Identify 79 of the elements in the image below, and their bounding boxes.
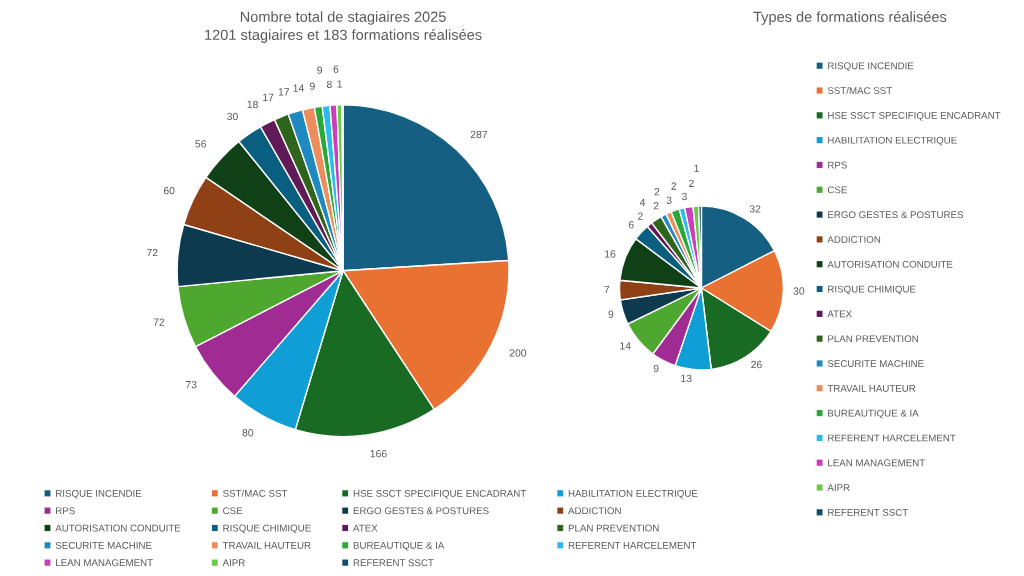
data-label: 3	[681, 192, 687, 201]
data-label: 9	[310, 82, 315, 90]
legend-label: SST/MAC SST	[827, 86, 892, 95]
legend-label: RISQUE INCENDIE	[828, 62, 914, 71]
data-label: 60	[163, 186, 175, 195]
data-label: 2	[654, 188, 660, 196]
data-label: 18	[247, 100, 258, 109]
data-label: 3	[666, 196, 672, 204]
legend-label: AUTORISATION CONDUITE	[55, 524, 181, 532]
chart-title: Types de formations réalisées	[753, 11, 947, 25]
data-label: 200	[509, 349, 527, 357]
data-label: 2	[671, 182, 677, 190]
data-label: 80	[242, 429, 254, 437]
data-label: 72	[147, 248, 158, 257]
legend-label: AUTORISATION CONDUITE	[827, 260, 953, 268]
data-label: 6	[333, 65, 339, 73]
data-label: 30	[227, 112, 238, 121]
legend-label: REFERENT SSCT	[828, 508, 909, 516]
data-label: 9	[317, 66, 322, 74]
data-label: 7	[604, 285, 610, 294]
legend-label: SECURITE MACHINE	[55, 541, 152, 549]
data-label: 9	[653, 364, 659, 373]
data-label: 17	[278, 88, 290, 96]
data-label: 72	[153, 318, 165, 326]
data-label: 73	[185, 381, 197, 389]
data-label: 17	[263, 93, 274, 101]
legend-label: HSE SSCT SPECIFIQUE ENCADRANT	[353, 489, 526, 499]
data-label: 2	[653, 202, 659, 210]
legend-label: BUREAUTIQUE & IA	[353, 541, 445, 551]
legend-label: ADDICTION	[827, 236, 881, 243]
legend-label: SST/MAC SST	[223, 489, 288, 497]
legend-label: CSE	[223, 507, 243, 515]
data-label: 6	[628, 221, 634, 229]
legend-label: RISQUE CHIMIQUE	[223, 524, 311, 534]
data-label: 4	[639, 198, 646, 206]
legend-label: AIPR	[827, 484, 850, 491]
data-label: 13	[681, 374, 692, 383]
legend-label: ATEX	[827, 310, 852, 318]
data-label: 8	[326, 80, 332, 89]
legend-label: ADDICTION	[568, 507, 621, 515]
data-label: 2	[638, 212, 643, 220]
chart-title: Nombre total de stagiaires 2025	[240, 11, 446, 25]
legend-label: REFERENT HARCELEMENT	[568, 541, 697, 549]
legend-label: CSE	[827, 186, 847, 194]
data-label: 14	[620, 342, 631, 350]
legend-label: REFERENT SSCT	[353, 559, 434, 567]
legend-label: HABILITATION ELECTRIQUE	[568, 489, 698, 499]
legend-label: RPS	[56, 507, 75, 515]
legend-label: RISQUE INCENDIE	[56, 489, 142, 499]
legend-label: TRAVAIL HAUTEUR	[222, 542, 311, 549]
legend-label: HABILITATION ELECTRIQUE	[828, 136, 957, 146]
legend-label: BUREAUTIQUE & IA	[828, 409, 919, 419]
data-label: 166	[370, 450, 387, 458]
legend-label: TRAVAIL HAUTEUR	[827, 385, 916, 392]
legend-label: ERGO GESTES & POSTURES	[353, 507, 489, 515]
legend-label: RISQUE CHIMIQUE	[828, 285, 916, 295]
legend-label: ERGO GESTES & POSTURES	[828, 211, 964, 219]
data-label: 30	[793, 287, 805, 295]
legend-label: SECURITE MACHINE	[827, 360, 924, 367]
data-label: 32	[749, 205, 761, 213]
data-label: 287	[470, 130, 488, 139]
chart-subtitle: 1201 stagiaires et 183 formations réalisées	[205, 29, 482, 43]
legend-label: AIPR	[222, 559, 245, 567]
legend-label: HSE SSCT SPECIFIQUE ENCADRANT	[828, 111, 1001, 121]
legend-label: PLAN PREVENTION	[828, 335, 918, 343]
data-label: 16	[605, 250, 616, 258]
data-label: 1	[337, 80, 343, 88]
data-label: 26	[751, 360, 762, 369]
data-label: 56	[195, 140, 207, 148]
legend-label: LEAN MANAGEMENT	[56, 559, 153, 567]
data-label: 2	[689, 179, 694, 187]
data-label: 9	[608, 310, 614, 318]
legend-label: ATEX	[353, 524, 378, 532]
legend-label: PLAN PREVENTION	[568, 524, 659, 532]
legend-label: RPS	[828, 161, 847, 169]
legend-label: REFERENT HARCELEMENT	[828, 434, 956, 442]
legend-label: LEAN MANAGEMENT	[828, 459, 925, 467]
data-label: 14	[293, 84, 304, 92]
data-label: 1	[694, 164, 699, 172]
